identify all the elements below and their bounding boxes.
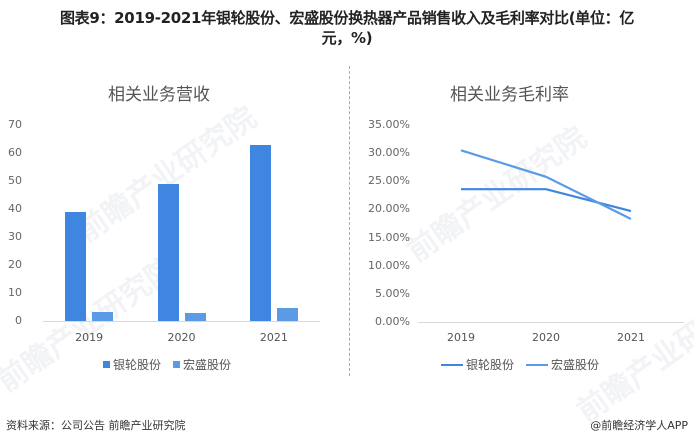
legend-swatch-hongsheng [173, 361, 181, 368]
y-tick-label: 35.00% [368, 118, 410, 131]
y-tick-label: 0 [15, 314, 22, 327]
x-tick-label: 2020 [532, 331, 560, 344]
legend-item-yinlun: 银轮股份 [441, 356, 514, 373]
x-tick-label: 2021 [259, 331, 288, 344]
x-axis-line [418, 322, 684, 323]
x-tick-label: 2021 [617, 331, 645, 344]
line-chart-legend: 银轮股份 宏盛股份 [441, 356, 611, 373]
bar-2019-1 [92, 312, 114, 321]
y-tick-label: 10.00% [368, 258, 410, 272]
y-tick-label: 70 [8, 118, 22, 131]
legend-label: 宏盛股份 [183, 358, 232, 372]
y-tick-label: 40 [8, 202, 22, 215]
y-tick-label: 20 [8, 258, 22, 271]
bar-chart-title: 相关业务营收 [108, 85, 210, 105]
line-chart-title: 相关业务毛利率 [450, 85, 569, 105]
y-tick-label: 0.00% [375, 315, 410, 328]
figure-title: 图表9：2019-2021年银轮股份、宏盛股份换热器产品销售收入及毛利率对比(单… [0, 8, 694, 48]
figure-title-line1: 图表9：2019-2021年银轮股份、宏盛股份换热器产品销售收入及毛利率对比(单… [59, 9, 635, 27]
y-tick-label: 60 [8, 146, 22, 159]
x-tick-label: 2019 [75, 331, 104, 344]
x-tick-label: 2020 [167, 331, 196, 344]
bar-2020-1 [184, 312, 206, 321]
x-axis-line [43, 321, 320, 322]
bar-2021-0 [249, 144, 271, 321]
y-tick-label: 10 [8, 286, 22, 299]
x-tick-label: 2019 [447, 331, 475, 344]
legend-swatch-yinlun [441, 363, 463, 366]
line-series-1 [460, 149, 632, 220]
y-tick-label: 50 [8, 174, 22, 187]
y-tick-label: 30.00% [368, 146, 410, 160]
credit-note: @前瞻经济学人APP [590, 419, 688, 432]
source-note: 资料来源：公司公告 前瞻产业研究院 [6, 419, 186, 432]
legend-label: 宏盛股份 [551, 358, 600, 372]
y-tick-label: 5.00% [375, 286, 410, 300]
bar-2021-1 [276, 308, 298, 321]
legend-swatch-yinlun [103, 361, 110, 368]
line-series-0 [461, 188, 632, 213]
y-tick-label: 20.00% [368, 202, 410, 216]
legend-item-yinlun: 银轮股份 [103, 356, 161, 373]
bar-chart-legend: 银轮股份 宏盛股份 [103, 356, 243, 373]
y-tick-label: 25.00% [368, 174, 410, 188]
y-tick-label: 15.00% [368, 230, 410, 244]
bar-2019-0 [65, 212, 87, 321]
legend-item-hongsheng: 宏盛股份 [526, 356, 599, 373]
legend-label: 银轮股份 [113, 358, 162, 372]
y-tick-label: 30 [8, 230, 22, 243]
bar-2020-0 [157, 184, 179, 321]
legend-label: 银轮股份 [466, 358, 515, 372]
figure-title-line2: 元，%) [321, 29, 373, 47]
legend-swatch-hongsheng [526, 363, 549, 366]
legend-item-hongsheng: 宏盛股份 [173, 356, 231, 373]
chart-divider [349, 66, 350, 376]
